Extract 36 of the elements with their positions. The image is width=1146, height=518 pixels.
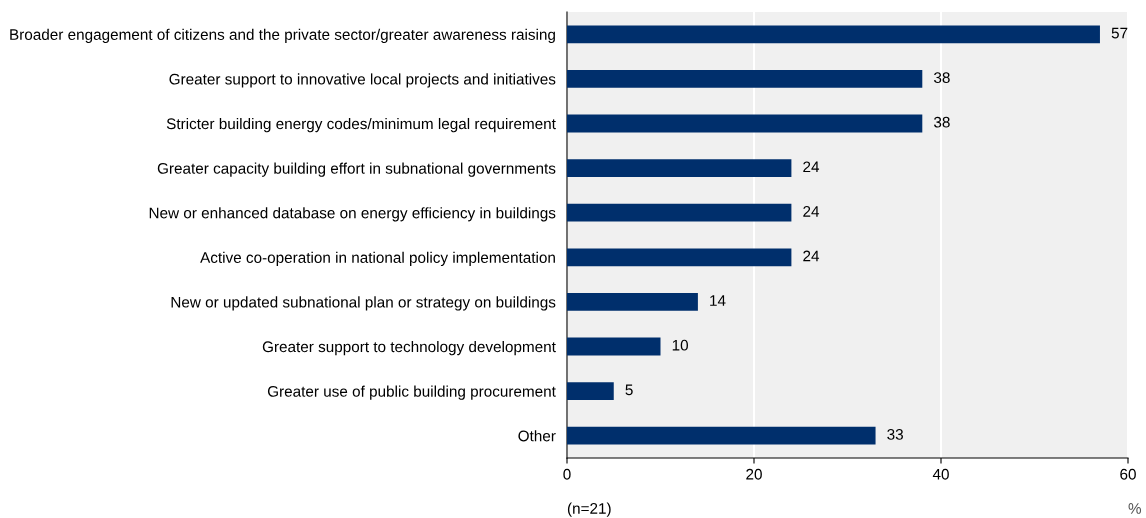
bar — [567, 25, 1100, 44]
data-label: 10 — [672, 339, 689, 351]
bar — [567, 159, 792, 178]
y-tick-label: Broader engagement of citizens and the private sector/greater awareness raising — [10, 28, 555, 44]
x-tick-label: 40 — [932, 468, 949, 480]
y-tick-label: Greater capacity building effort in subnational governments — [157, 162, 556, 177]
bar — [567, 382, 614, 401]
x-tick-label: 60 — [1120, 468, 1136, 480]
y-tick-label: Greater support to innovative local projects and initiatives — [169, 73, 556, 88]
y-tick-label: Greater support to technology development — [262, 340, 556, 356]
data-label: 38 — [933, 72, 950, 83]
y-tick-label: Greater use of public building procurement — [267, 385, 556, 400]
y-tick-label: New or updated subnational plan or strategy on buildings — [171, 296, 556, 311]
y-tick-label: Stricter building energy codes/minimum legal requirement — [166, 117, 556, 133]
x-tick-label: 20 — [746, 468, 762, 480]
data-label: 57 — [1111, 27, 1128, 39]
bar — [567, 426, 876, 445]
y-tick-label: Other — [518, 430, 556, 442]
x-tick-label: 0 — [563, 468, 571, 480]
y-tick-label: Active co-operation in national policy implementation — [200, 251, 555, 267]
data-label: 24 — [803, 161, 820, 173]
y-tick-label: New or enhanced database on energy efficiency in buildings — [149, 207, 556, 222]
bar — [567, 337, 661, 356]
data-label: 33 — [887, 428, 903, 440]
data-label: 24 — [803, 205, 820, 217]
text: (n=21) — [567, 502, 611, 517]
bar — [567, 292, 698, 311]
bar — [567, 203, 792, 222]
bar — [567, 69, 923, 88]
data-label: 5 — [625, 384, 633, 396]
data-label: 14 — [710, 295, 726, 306]
data-label: 38 — [933, 116, 950, 128]
data-label: 24 — [803, 250, 820, 262]
bar — [567, 114, 923, 133]
bar — [567, 248, 792, 267]
x-axis-title: % — [1128, 503, 1142, 514]
